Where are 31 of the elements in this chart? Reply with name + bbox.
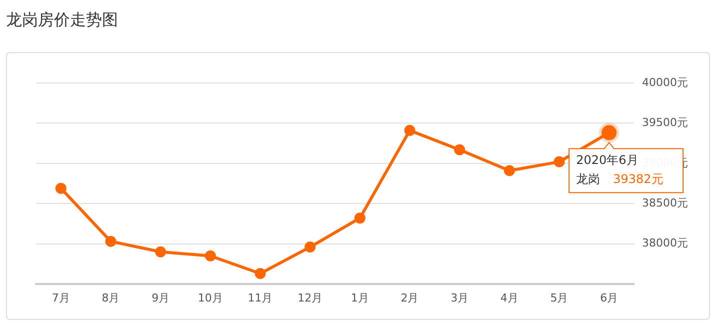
point	[454, 144, 466, 156]
point	[354, 212, 366, 224]
x-tick-label: 1月	[350, 291, 369, 304]
point	[55, 182, 66, 194]
x-tick-label: 4月	[500, 291, 518, 304]
x-tick-label: 5月	[550, 291, 568, 304]
x-tick-label: 11月	[248, 291, 273, 304]
x-tick-label: 6月	[600, 291, 618, 304]
x-tick-label: 9月	[152, 291, 170, 304]
point	[204, 250, 216, 262]
y-tick-label: 38000元	[642, 236, 688, 250]
series-label: 龙岗	[576, 172, 600, 186]
x-tick-label: 3月	[450, 291, 469, 304]
point	[155, 246, 166, 258]
x-tick-label: 10月	[198, 291, 223, 304]
x-tick-label: 12月	[298, 291, 323, 304]
x-tick-label: 7月	[52, 291, 70, 304]
point	[105, 236, 116, 247]
point	[404, 124, 416, 136]
chart-title: 龙岗房价走势图	[6, 10, 118, 31]
point	[304, 242, 316, 253]
data-label: 39382元	[613, 172, 664, 186]
y-tick-label: 38500元	[642, 196, 688, 210]
y-tick-label: 40000元	[642, 76, 688, 89]
y-tick-label: 39500元	[642, 116, 688, 130]
x-tick-label: 2月	[400, 291, 419, 304]
annotation: 2020年6月	[576, 152, 638, 167]
point	[254, 268, 266, 280]
point	[504, 165, 515, 176]
point	[554, 156, 565, 168]
x-tick-label: 8月	[102, 291, 120, 304]
